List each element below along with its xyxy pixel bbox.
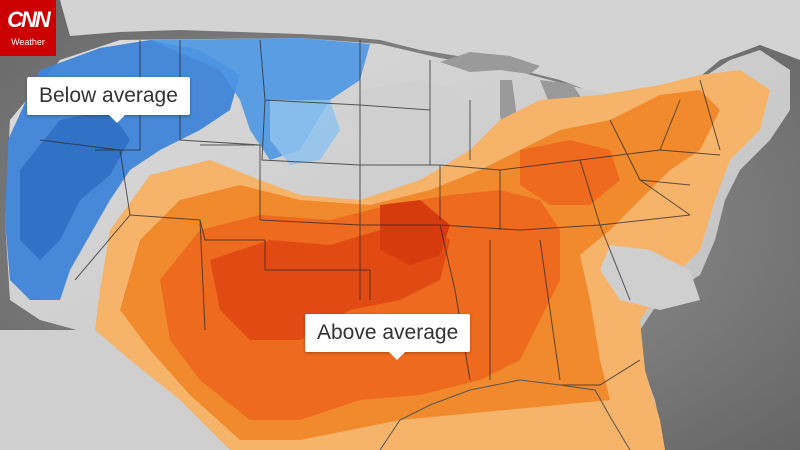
lake-superior — [440, 52, 540, 74]
below-average-callout: Below average — [27, 77, 190, 123]
weather-logo-label: Weather — [11, 37, 45, 47]
slightly-below-area — [270, 100, 340, 165]
above-average-callout: Above average — [305, 314, 471, 360]
above-average-label: Above average — [317, 321, 459, 344]
cnn-weather-logo: CNN Weather — [0, 0, 56, 56]
near-normal-midwest — [350, 80, 470, 165]
coastline — [379, 379, 631, 450]
cnn-logo-mark: CNN — [7, 7, 51, 32]
above-average-hotspot — [380, 200, 450, 265]
near-normal-southeast — [600, 245, 700, 310]
state-borders — [39, 39, 721, 386]
above-average-ohio — [520, 140, 620, 205]
mexico-land — [0, 330, 230, 450]
below-average-label: Below average — [39, 84, 178, 107]
canada-land — [60, 0, 800, 100]
below-average-north — [150, 38, 370, 160]
